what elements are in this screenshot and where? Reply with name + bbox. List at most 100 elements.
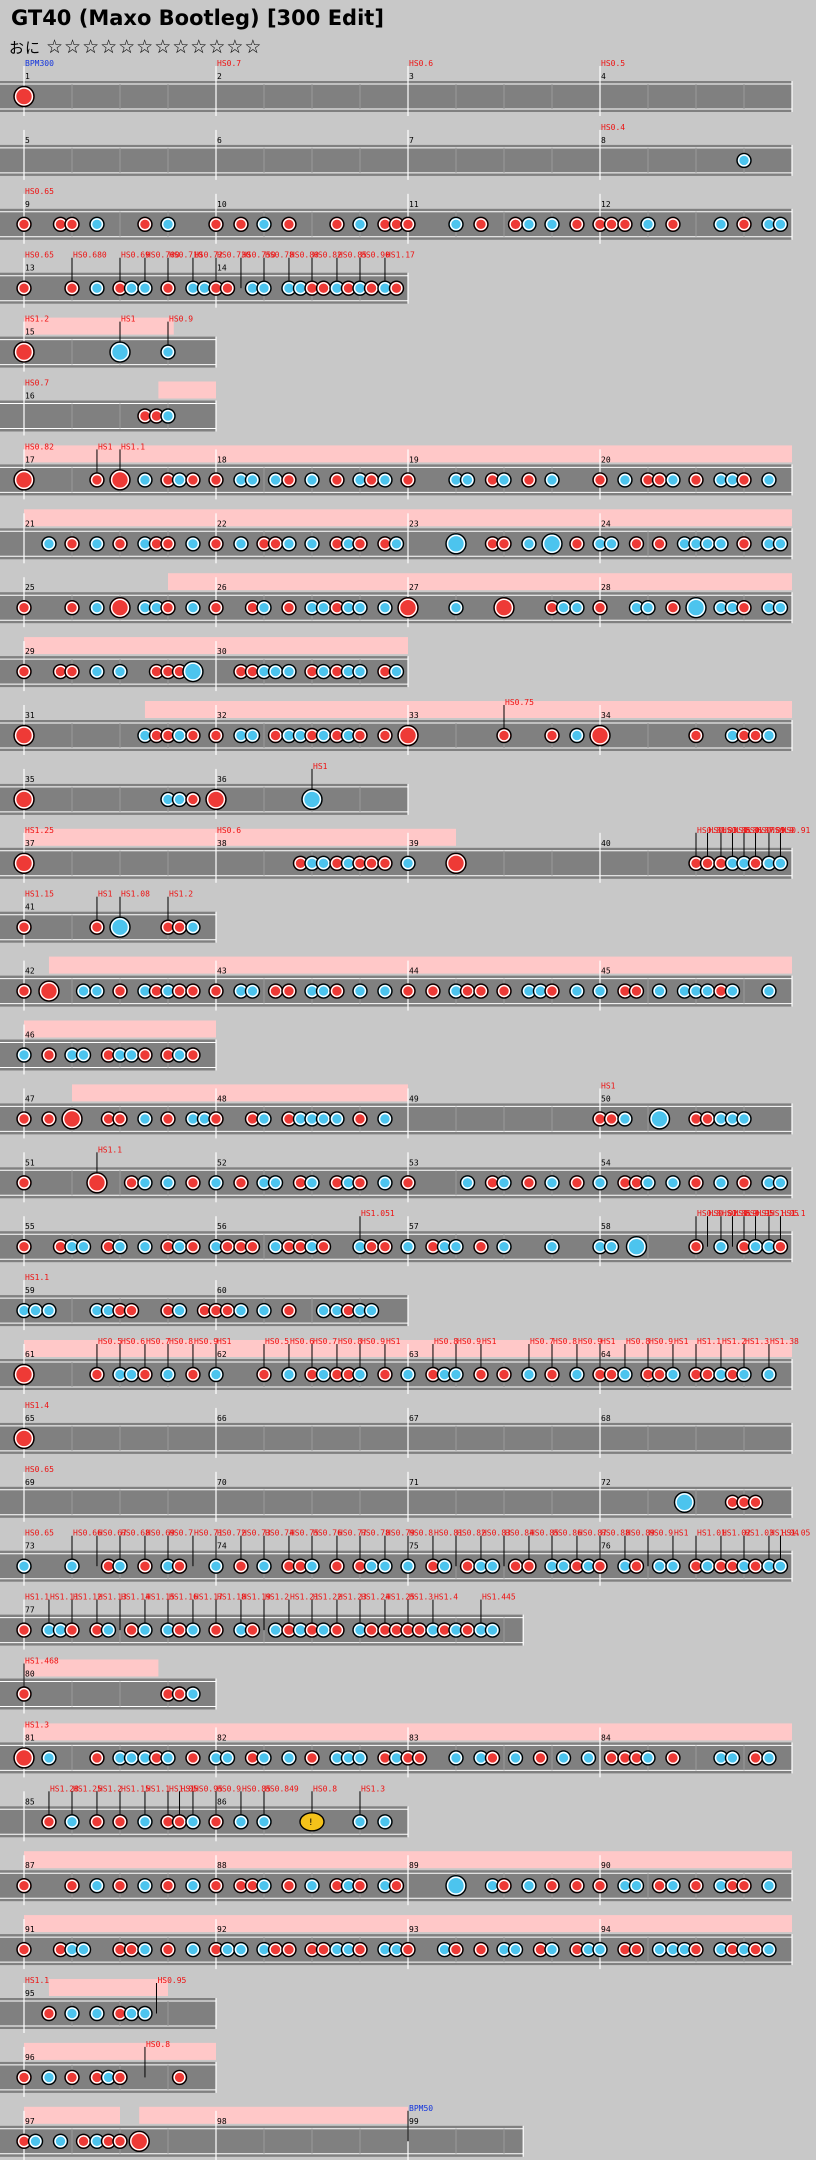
measure-number: 44 xyxy=(409,967,419,976)
note-rim xyxy=(522,218,536,231)
measure-number: 94 xyxy=(601,1925,611,1934)
note-rim xyxy=(570,984,584,998)
scroll-speed-label: HS0.82 xyxy=(25,442,54,451)
gogo-band xyxy=(168,573,792,591)
scroll-speed-label: HS0.65 xyxy=(25,251,54,260)
note-rim xyxy=(666,473,680,487)
note-rim xyxy=(737,473,751,487)
note-rim xyxy=(186,473,200,487)
note-rim xyxy=(209,1112,223,1126)
scroll-speed-label: HS0.700 xyxy=(146,251,180,260)
scroll-speed-label: HS1.1 xyxy=(697,1337,721,1346)
note-rim xyxy=(54,2135,67,2148)
note-rim xyxy=(90,1751,104,1765)
scroll-speed-label: HS1.4 xyxy=(25,1401,49,1410)
scroll-speed-label: HS1 xyxy=(674,1529,689,1538)
note-rim xyxy=(593,1943,607,1956)
note-rim xyxy=(701,1368,714,1381)
measure-number: 59 xyxy=(25,1286,35,1295)
note-rim xyxy=(17,984,31,998)
note-rim xyxy=(130,2132,149,2151)
note-lane xyxy=(0,81,792,112)
scroll-speed-label: HS0.82 xyxy=(709,1209,738,1218)
note-rim xyxy=(42,1048,56,1062)
note-rim xyxy=(113,1879,127,1892)
scroll-speed-label: HS1.17 xyxy=(386,251,415,260)
note-lane xyxy=(0,592,792,624)
note-rim xyxy=(353,665,367,678)
note-rim xyxy=(14,854,34,873)
big-don-note xyxy=(128,2130,150,2153)
gogo-band xyxy=(48,956,792,974)
note-rim xyxy=(353,218,367,231)
scroll-speed-label: HS1.16 xyxy=(169,1593,198,1602)
note-rim xyxy=(17,282,31,295)
note-rim xyxy=(14,726,34,745)
note-rim xyxy=(138,1176,152,1189)
scroll-speed-label: HS0.87 xyxy=(578,1529,607,1538)
big-don-note xyxy=(445,852,467,874)
big-ka-note xyxy=(625,1235,648,1258)
note-rim xyxy=(401,1240,415,1253)
scroll-speed-label: HS0.9 xyxy=(649,1337,673,1346)
note-rim xyxy=(14,470,34,489)
big-don-note xyxy=(109,469,131,491)
note-rim xyxy=(65,537,79,550)
note-rim xyxy=(186,793,200,806)
measure-number: 35 xyxy=(25,775,35,784)
note-rim xyxy=(125,2007,138,2020)
note-rim xyxy=(209,537,223,550)
scroll-speed-label: HS1.1 xyxy=(25,1976,49,1985)
note-rim xyxy=(161,409,175,423)
note-rim xyxy=(138,1368,152,1381)
big-don-note xyxy=(589,724,611,747)
note-rim xyxy=(570,1176,584,1189)
measure-number: 50 xyxy=(601,1094,611,1103)
scroll-speed-label: HS1.4 xyxy=(434,1593,458,1602)
note-rim xyxy=(90,601,104,614)
note-rim xyxy=(173,473,186,487)
note-rim xyxy=(209,1815,223,1828)
note-rim xyxy=(42,1815,56,1828)
note-rim xyxy=(317,1304,330,1317)
scroll-speed-label: HS1.25 xyxy=(73,1784,102,1793)
scroll-speed-label: HS1.2 xyxy=(98,1784,122,1793)
scroll-speed-label: HS0.7 xyxy=(169,1529,193,1538)
note-rim xyxy=(570,1368,584,1381)
note-rim xyxy=(209,1879,223,1892)
scroll-speed-label: HS0.8 xyxy=(553,1337,577,1346)
scroll-speed-label: HS1 xyxy=(98,890,113,899)
note-rim xyxy=(125,1176,138,1189)
note-rim xyxy=(413,1623,426,1637)
scroll-speed-label: HS1.15 xyxy=(146,1593,175,1602)
note-rim xyxy=(401,857,415,870)
scroll-speed-label: HS0.89 xyxy=(626,1529,655,1538)
scroll-speed-label: HS1.05 xyxy=(770,1209,799,1218)
note-rim xyxy=(17,1560,31,1573)
note-rim xyxy=(42,537,56,550)
note-rim xyxy=(737,218,751,231)
note-rim xyxy=(14,87,34,106)
note-rim xyxy=(641,218,655,231)
scroll-speed-label: HS1.13 xyxy=(98,1593,127,1602)
scroll-speed-label: HS0.95 xyxy=(157,1976,186,1985)
scroll-speed-label: HS0.88 xyxy=(601,1529,630,1538)
note-rim xyxy=(209,1560,223,1573)
measure-number: 38 xyxy=(217,839,227,848)
note-rim xyxy=(14,1748,34,1767)
measure-number: 31 xyxy=(25,711,35,720)
note-rim xyxy=(282,1943,296,1956)
note-rim xyxy=(221,1240,234,1253)
measure-number: 83 xyxy=(409,1733,419,1742)
note-lane xyxy=(0,336,216,368)
note-rim xyxy=(737,601,751,614)
scroll-speed-label: HS0.84 xyxy=(505,1529,534,1538)
gogo-band xyxy=(24,317,174,335)
note-rim xyxy=(701,537,714,550)
scroll-speed-label: HS0.7 xyxy=(530,1337,554,1346)
scroll-speed-label: HS1.28 xyxy=(50,1784,79,1793)
difficulty-stars: ☆☆☆☆☆☆☆☆☆☆☆☆ xyxy=(46,36,263,58)
scroll-speed-label: HS0.9 xyxy=(217,1784,241,1793)
scroll-speed-label: HS1.08 xyxy=(121,890,150,899)
note-rim xyxy=(257,601,271,614)
